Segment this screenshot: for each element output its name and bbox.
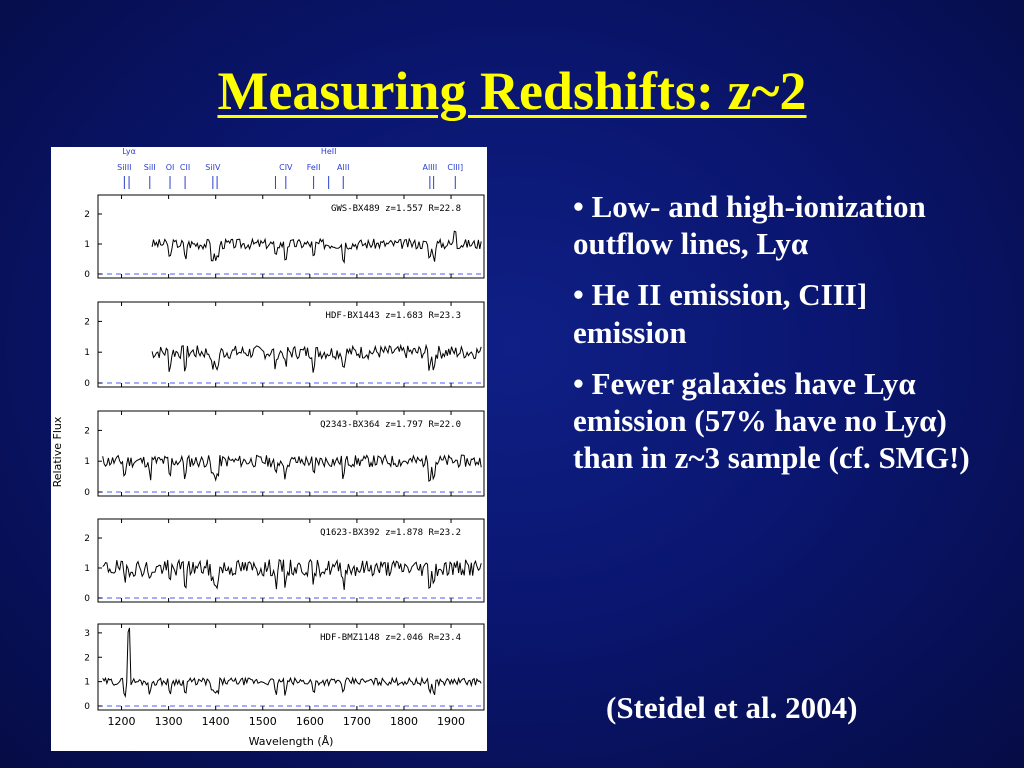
line-marker-label: HeII <box>321 147 337 156</box>
y-tick-label: 2 <box>84 653 90 663</box>
x-tick-label: 1700 <box>343 715 371 728</box>
line-marker-label: CIV <box>279 163 293 172</box>
y-tick-label: 1 <box>84 240 90 250</box>
line-marker-label: AlII <box>337 163 349 172</box>
line-marker-label: SiIV <box>205 163 221 172</box>
y-tick-label: 3 <box>84 629 90 639</box>
y-tick-label: 0 <box>84 270 90 280</box>
bullet-list: • Low- and high-ionization outflow lines… <box>573 188 973 490</box>
y-tick-label: 0 <box>84 702 90 712</box>
spectrum-line <box>102 454 482 483</box>
x-tick-label: 1800 <box>390 715 418 728</box>
panel-label: HDF-BX1443 z=1.683 R=23.3 <box>326 311 461 321</box>
spectrum-line <box>151 230 482 264</box>
y-tick-label: 1 <box>84 348 90 358</box>
line-marker-label: CIII] <box>447 163 463 172</box>
bullet-item: • Low- and high-ionization outflow lines… <box>573 189 926 262</box>
citation: (Steidel et al. 2004) <box>606 690 858 725</box>
panel-frame <box>97 301 485 388</box>
line-marker-label: SiII <box>144 163 156 172</box>
spectrum-line <box>102 558 482 590</box>
y-tick-label: 1 <box>84 564 90 574</box>
spectrum-line <box>151 343 482 373</box>
x-axis-label: Wavelength (Å) <box>249 735 334 748</box>
y-tick-label: 0 <box>84 379 90 389</box>
panel-label: Q2343-BX364 z=1.797 R=22.0 <box>320 420 461 430</box>
y-axis-label: Relative Flux <box>51 416 64 487</box>
y-tick-label: 2 <box>84 426 90 436</box>
panel-label: HDF-BMZ1148 z=2.046 R=23.4 <box>320 633 461 643</box>
spectrum-line <box>102 627 482 699</box>
y-tick-label: 2 <box>84 210 90 220</box>
bullet-item: • He II emission, CIII] emission <box>573 277 868 350</box>
x-tick-label: 1500 <box>249 715 277 728</box>
x-tick-label: 1600 <box>296 715 324 728</box>
panel-frame <box>97 410 485 497</box>
line-marker-label: OI <box>166 163 175 172</box>
panel-label: GWS-BX489 z=1.557 R=22.8 <box>331 204 461 214</box>
line-marker-label: Lyα <box>122 147 136 156</box>
line-marker-label: CII <box>180 163 190 172</box>
line-marker-label: FeII <box>307 163 321 172</box>
slide-title: Measuring Redshifts: z~2 <box>217 61 807 121</box>
y-tick-label: 0 <box>84 488 90 498</box>
x-tick-label: 1300 <box>155 715 183 728</box>
y-tick-label: 1 <box>84 678 90 688</box>
y-tick-label: 0 <box>84 594 90 604</box>
line-marker-label: AlIII <box>422 163 437 172</box>
panel-frame <box>97 194 485 279</box>
line-marker-label: SiIII <box>117 163 131 172</box>
x-tick-label: 1400 <box>202 715 230 728</box>
y-tick-label: 1 <box>84 457 90 467</box>
panel-frame <box>97 518 485 603</box>
y-tick-label: 2 <box>84 317 90 327</box>
spectra-figure: SiIII Lyα SiII OI CII SiIV CIV FeII HeII AlII AlII… <box>51 147 487 751</box>
panel-frame <box>97 623 485 711</box>
x-tick-label: 1200 <box>108 715 136 728</box>
y-tick-label: 2 <box>84 534 90 544</box>
bullet-item: • Fewer galaxies have Lyα emission (57% … <box>573 365 970 476</box>
panel-label: Q1623-BX392 z=1.878 R=23.2 <box>320 528 461 538</box>
x-tick-label: 1900 <box>437 715 465 728</box>
